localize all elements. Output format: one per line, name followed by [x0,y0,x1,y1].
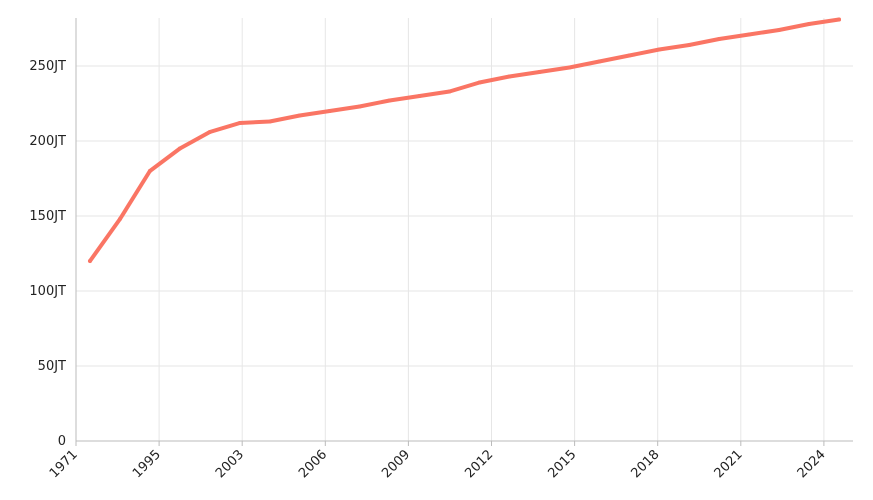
data-point [207,130,212,134]
data-point [657,47,662,52]
data-point [88,259,92,263]
data-point [237,121,242,125]
data-point [627,53,632,58]
data-point [717,37,722,41]
data-point [297,113,302,118]
data-point [477,80,482,85]
x-tick-label: 2009 [379,447,413,481]
data-point [747,32,752,37]
data-point [837,17,841,22]
data-point [147,169,152,173]
data-point [537,70,542,74]
x-tick-label: 2021 [712,447,746,481]
data-point [387,98,392,103]
data-point [687,43,692,47]
series-line [88,17,841,263]
grid-lines [76,18,853,441]
data-point [417,94,422,98]
data-point [567,65,572,70]
x-tick-label: 2003 [213,447,247,481]
y-tick-label: 0 [58,434,66,449]
data-point [777,28,782,32]
y-tick-labels: 0 50JT 100JT 150JT 200JT 250JT [29,59,66,449]
data-point [807,22,812,26]
axes [75,18,853,446]
data-point [597,59,602,64]
y-tick-label: 150JT [29,209,66,224]
series-layer [88,17,841,263]
x-tick-labels: 1971 1995 2003 2006 2009 2012 2015 2018 2021 2024 [47,447,829,481]
data-point [177,146,182,151]
x-tick-label: 2018 [629,447,663,481]
y-tick-label: 50JT [38,359,66,374]
x-tick-label: 2006 [296,447,330,481]
x-tick-label: 2012 [462,447,496,481]
y-tick-label: 250JT [29,59,66,74]
data-point [507,74,512,79]
data-point [447,89,452,94]
x-tick-label: 1971 [47,447,81,481]
data-point [267,119,272,124]
x-tick-label: 2015 [545,447,579,481]
y-tick-label: 200JT [29,134,66,149]
data-point [327,109,332,113]
y-tick-label: 100JT [29,284,66,299]
x-tick-label: 2024 [795,447,829,481]
data-point [117,217,122,221]
x-tick-label: 1995 [130,447,164,481]
data-point [357,104,362,109]
